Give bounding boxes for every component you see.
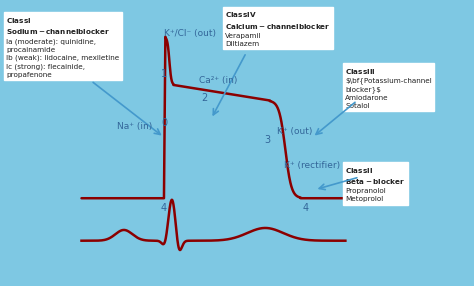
- Text: 3: 3: [264, 135, 271, 145]
- Text: K⁺ (rectifier): K⁺ (rectifier): [284, 161, 340, 170]
- Text: $\bf{Class I}$
$\bf{Sodium-channel blocker}$
Ia (moderate): quinidine,
procainam: $\bf{Class I}$ $\bf{Sodium-channel block…: [6, 15, 119, 78]
- Text: 2: 2: [201, 93, 207, 103]
- Text: 4: 4: [161, 203, 167, 213]
- Text: Ca²⁺ (in): Ca²⁺ (in): [199, 76, 237, 85]
- Text: $\bf{Class II}$
$\bf{Beta-blocker}$
Propranolol
Metoprolol: $\bf{Class II}$ $\bf{Beta-blocker}$ Prop…: [346, 166, 405, 202]
- Text: K⁺/Cl⁻ (out): K⁺/Cl⁻ (out): [164, 29, 216, 38]
- Text: $\bf{Class III}$
$\bf{Potassium-channel
blocker}$
Amiodarone
Sotalol: $\bf{Class III}$ $\bf{Potassium-channel …: [346, 67, 432, 109]
- Text: 4: 4: [302, 203, 309, 213]
- Text: K⁺ (out): K⁺ (out): [277, 127, 312, 136]
- Text: $\bf{Class IV}$
$\bf{Calcium-channel blocker}$
Verapamil
Diltiazem: $\bf{Class IV}$ $\bf{Calcium-channel blo…: [225, 10, 331, 47]
- Text: Na⁺ (in): Na⁺ (in): [117, 122, 152, 130]
- Text: 0: 0: [161, 118, 167, 128]
- Text: 1: 1: [161, 69, 167, 79]
